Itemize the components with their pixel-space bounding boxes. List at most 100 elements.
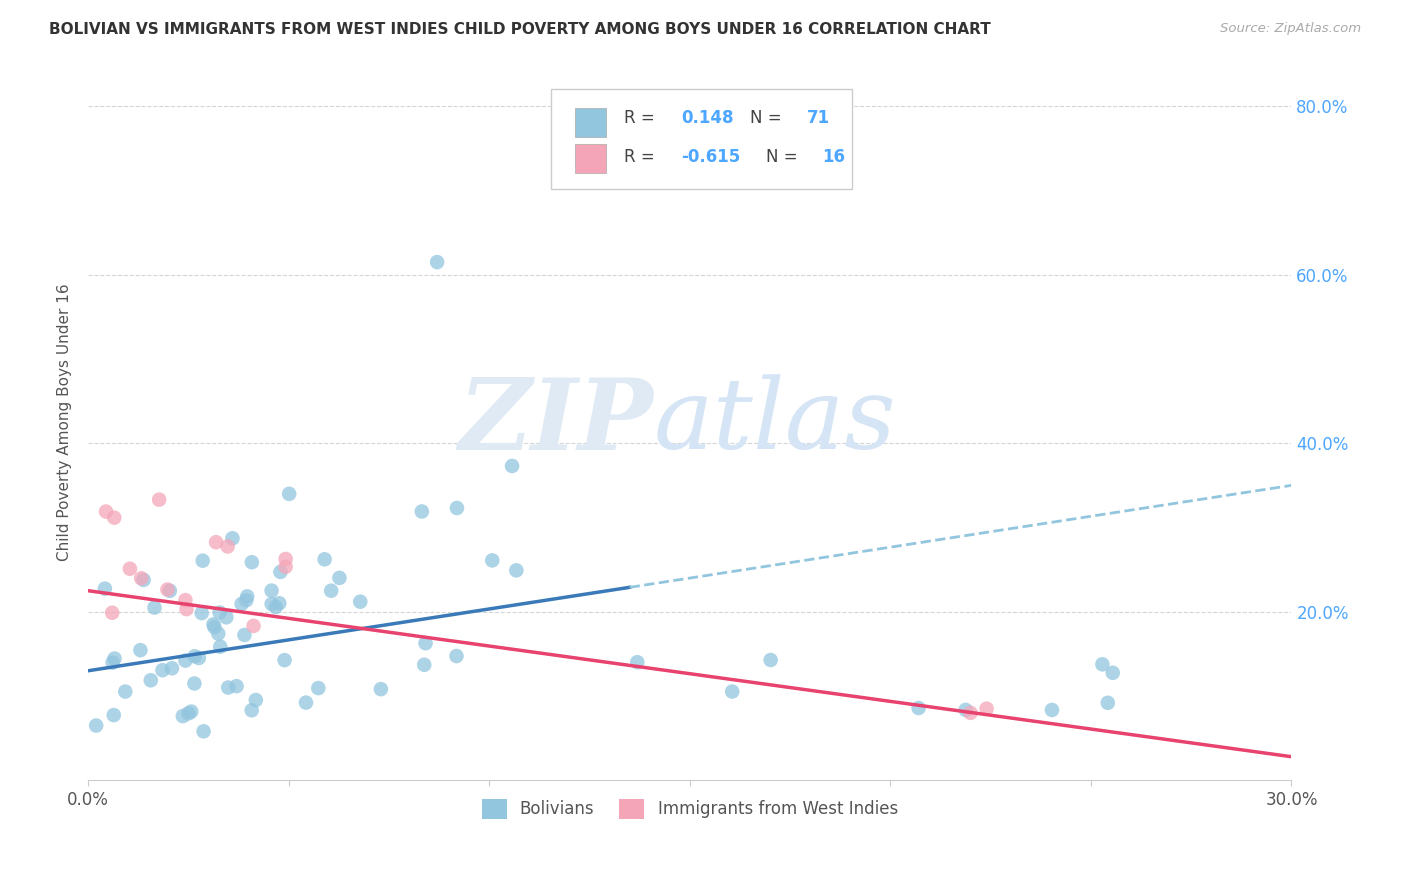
Point (114, 684, 136, 698)
Point (217, 540, 239, 554)
Point (721, 684, 744, 698)
Point (413, 657, 436, 672)
Point (328, 571, 350, 585)
Point (207, 626, 229, 640)
Point (215, 610, 238, 624)
Point (183, 649, 205, 664)
Text: 71: 71 (807, 109, 830, 127)
Point (260, 583, 283, 598)
Point (273, 653, 295, 667)
Point (907, 701, 929, 715)
Point (176, 602, 198, 616)
FancyBboxPatch shape (551, 89, 852, 189)
Point (129, 571, 152, 585)
Point (159, 583, 181, 598)
Point (101, 656, 124, 670)
Text: BOLIVIAN VS IMMIGRANTS FROM WEST INDIES CHILD POVERTY AMONG BOYS UNDER 16 CORREL: BOLIVIAN VS IMMIGRANTS FROM WEST INDIES … (49, 22, 991, 37)
Point (143, 600, 166, 615)
Point (321, 583, 343, 598)
Point (349, 595, 371, 609)
Point (205, 535, 228, 549)
Point (269, 596, 291, 610)
Point (208, 606, 231, 620)
Text: N =: N = (766, 148, 803, 166)
Point (1040, 703, 1063, 717)
Point (505, 563, 527, 577)
Point (148, 492, 170, 507)
Point (193, 724, 215, 739)
Point (221, 531, 243, 545)
Text: R =: R = (624, 148, 659, 166)
FancyBboxPatch shape (575, 145, 606, 173)
Point (152, 663, 174, 677)
Point (190, 606, 212, 620)
Point (264, 600, 287, 615)
Point (231, 597, 253, 611)
Point (202, 620, 225, 634)
Point (103, 510, 125, 524)
Point (1097, 696, 1119, 710)
Point (174, 593, 197, 607)
Point (955, 703, 977, 717)
Legend: Bolivians, Immigrants from West Indies: Bolivians, Immigrants from West Indies (475, 792, 904, 826)
Point (236, 590, 259, 604)
Point (446, 501, 468, 516)
Point (94, 504, 117, 518)
Point (245, 693, 267, 707)
Point (177, 706, 200, 721)
Text: 0.148: 0.148 (682, 109, 734, 127)
Point (139, 673, 162, 688)
Point (103, 651, 125, 665)
Text: ZIP: ZIP (458, 374, 654, 470)
Point (295, 696, 318, 710)
Point (84, 718, 107, 732)
Point (976, 701, 998, 715)
Point (183, 676, 205, 690)
Point (274, 552, 297, 566)
Point (217, 681, 239, 695)
Point (132, 573, 155, 587)
Point (172, 709, 194, 723)
Text: atlas: atlas (654, 375, 897, 470)
Point (202, 617, 225, 632)
Y-axis label: Child Poverty Among Boys Under 16: Child Poverty Among Boys Under 16 (58, 284, 72, 561)
Text: -0.615: -0.615 (682, 148, 741, 166)
Text: Source: ZipAtlas.com: Source: ZipAtlas.com (1220, 22, 1361, 36)
Point (278, 487, 301, 501)
Text: 16: 16 (823, 148, 845, 166)
Point (240, 555, 263, 569)
Point (233, 628, 256, 642)
Point (187, 651, 209, 665)
Point (481, 553, 503, 567)
Point (240, 703, 263, 717)
Point (191, 554, 214, 568)
Point (118, 562, 141, 576)
Point (415, 636, 437, 650)
Point (94, 582, 117, 596)
Point (370, 682, 392, 697)
Point (174, 654, 197, 668)
Point (225, 679, 247, 693)
Point (426, 255, 449, 269)
Point (269, 565, 291, 579)
FancyBboxPatch shape (575, 109, 606, 137)
Point (235, 593, 257, 607)
Point (501, 458, 523, 473)
Text: N =: N = (749, 109, 787, 127)
Point (314, 552, 336, 566)
Point (242, 619, 264, 633)
Point (274, 559, 297, 574)
Point (156, 582, 179, 597)
Point (103, 708, 125, 723)
Point (209, 640, 232, 654)
Point (101, 606, 124, 620)
Text: R =: R = (624, 109, 659, 127)
Point (1101, 665, 1123, 680)
Point (260, 597, 283, 611)
Point (626, 655, 648, 669)
Point (411, 504, 433, 518)
Point (446, 648, 468, 663)
Point (160, 661, 183, 675)
Point (959, 706, 981, 720)
Point (180, 705, 202, 719)
